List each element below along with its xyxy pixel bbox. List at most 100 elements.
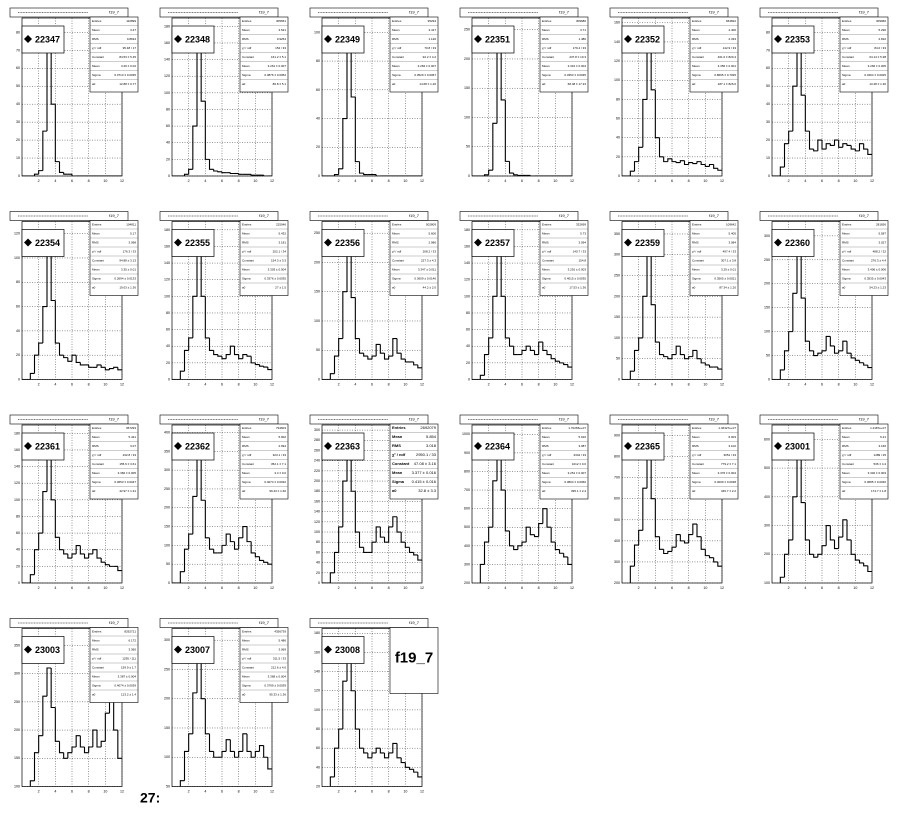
y-tick-label: 200 [464,581,470,585]
panel: f19_7 0 50 100 150 200 250 300 350 400 2 4 6 8 10 12 223… [159,414,289,590]
x-tick-label: 4 [204,586,206,590]
x-tick-label: 10 [403,789,407,793]
stats-value: 3.382 ± 0.005 [118,471,137,475]
x-tick-label: 2 [38,382,40,386]
stats-label: Sigma [542,480,551,484]
x-tick-label: 2 [188,382,190,386]
stats-label: Mean [242,435,250,439]
x-tick-label: 10 [103,586,107,590]
x-tick-label: 6 [671,586,673,590]
stats-value: 0.3799 ± 0.0039 [264,683,286,687]
stats-label: a0 [692,489,696,493]
y-tick-label: 40 [616,136,620,140]
hist-bin [488,526,493,543]
stats-label: a0 [842,82,846,86]
stats-value: 54.23 ± 1.23 [869,285,886,289]
x-tick-label: 2 [338,179,340,183]
stats-value: 461.0 ± 820.4 [718,55,737,59]
y-tick-label: 200 [764,552,770,556]
x-tick-label: 12 [270,179,274,183]
stats-value: 1.2187e+07 [870,426,886,430]
hist-bin [854,554,860,561]
stats-value: 3.347 ± 0.011 [418,267,436,271]
hist-bin [675,533,681,548]
name-box-text: f19_7 [395,649,433,666]
hist-bin [654,498,660,538]
run-label: 22363 [335,441,360,451]
panel: f19_7 0 20 40 60 80 100 120 2 4 6 8 10 12 22354 Entries… [9,211,139,386]
hist-bin [50,41,56,105]
stats-value: 3.291 ± 0.003 [568,267,587,271]
title-bar [609,7,729,18]
stats-label: χ² / ndf [542,453,551,457]
stats-label: Constant [92,665,104,669]
stats-value: 3.29 ± 0.02 [121,64,136,68]
run-label: 22356 [335,238,360,248]
stats-value: 0.3685 ± 0.0030 [864,480,886,484]
hist-bin [58,537,64,551]
stats-label: Mean [392,470,403,475]
stats-label: RMS [542,444,549,448]
hist-bin [863,362,868,366]
stats-label: Constant [392,461,410,466]
hist-bin [213,169,218,172]
hist-bin [179,571,185,583]
stats-value: 3.251 ± 0.007 [568,471,587,475]
hist-bin [417,772,422,778]
x-tick-label: 12 [720,382,724,386]
hist-bin [392,742,397,753]
stats-value: 70.8 / 33 [424,46,436,50]
stats-label: RMS [542,37,549,41]
run-marker [474,238,482,247]
hist-bin [638,146,643,162]
stats-label: Entries [842,426,852,430]
hist-bin [67,752,72,759]
panel: f19_7 100 150 200 250 300 350 2 4 6 8 10 12 23003 Entr… [9,618,139,793]
hist-bin [692,349,697,357]
stats-value: 110899 [126,19,136,23]
y-tick-label: 250 [614,274,620,278]
y-tick-label: 60 [16,531,20,535]
stats-value: 4.400 [728,28,736,32]
y-tick-label: 0 [468,377,470,381]
x-tick-label: 4 [804,382,806,386]
y-tick-label: 50 [616,357,620,361]
y-tick-label: 60 [616,116,620,120]
stats-value: 0.8634 [127,37,137,41]
x-tick-label: 12 [720,179,724,183]
y-tick-label: 280 [314,438,320,442]
y-tick-label: 300 [764,234,770,238]
panel: f19_7 0 10 20 30 40 50 60 70 80 2 4 6 8 10 12 22347 Entri… [9,7,139,183]
x-tick-label: 4 [504,179,506,183]
stats-label: Mean [242,471,250,475]
hist-bin [63,752,68,759]
x-tick-label: 2 [638,179,640,183]
run-label: 22359 [635,238,660,248]
hist-bin [192,295,197,338]
hist-bin [50,668,56,709]
hist-bin [788,331,793,351]
plot-frame [171,628,273,787]
stats-label: χ² / ndf [242,656,251,660]
stats-value: 0.3529 ± 0.0067 [414,73,436,77]
x-tick-label: 10 [403,382,407,386]
hist-bin [96,730,102,748]
x-tick-label: 6 [521,382,523,386]
hist-bin [521,349,527,355]
hist-bin [217,354,222,357]
hist-bin [638,529,643,546]
hist-bin [842,340,847,351]
x-tick-label: 4 [654,586,656,590]
stats-label: Entries [392,19,402,23]
hist-bin [204,698,210,735]
y-tick-label: 60 [316,746,320,750]
stats-value: 0.4074 ± 0.0032 [264,480,286,484]
hist-bin [233,346,239,356]
stats-value: 6.172 [128,638,136,642]
y-tick-label: 80 [466,311,470,315]
hist-bin [329,776,335,787]
y-tick-label: 120 [164,74,170,78]
stats-label: RMS [242,647,249,651]
stats-value: 3.406 ± 0.006 [868,267,887,271]
hist-bin [788,130,793,144]
